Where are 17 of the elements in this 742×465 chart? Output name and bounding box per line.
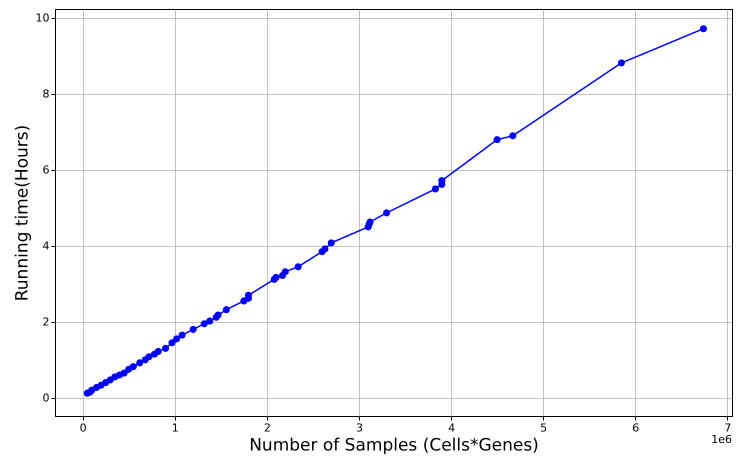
x-tick-label: 6 [632,422,640,434]
x-tick-label: 7 [724,422,732,434]
text: 1e6 [711,433,732,446]
x-tick-label: 0 [80,422,87,434]
y-tick-label: 10 [36,12,50,25]
x-tick-label: 1 [172,422,179,434]
y-axis-title: Running time(Hours) [12,124,33,302]
y-tick-label: 8 [42,88,50,101]
x-tick-label: 3 [356,422,363,434]
y-tick-label: 6 [42,163,50,176]
y-tick-label: 2 [42,315,50,328]
x-axis-title: Number of Samples (Cells*Genes) [249,436,539,456]
x-tick-label: 5 [540,422,548,434]
y-tick-label: 0 [42,391,50,404]
y-tick-label: 4 [42,239,50,252]
x-tick-label: 4 [448,422,456,434]
x-tick-label: 2 [264,422,271,434]
